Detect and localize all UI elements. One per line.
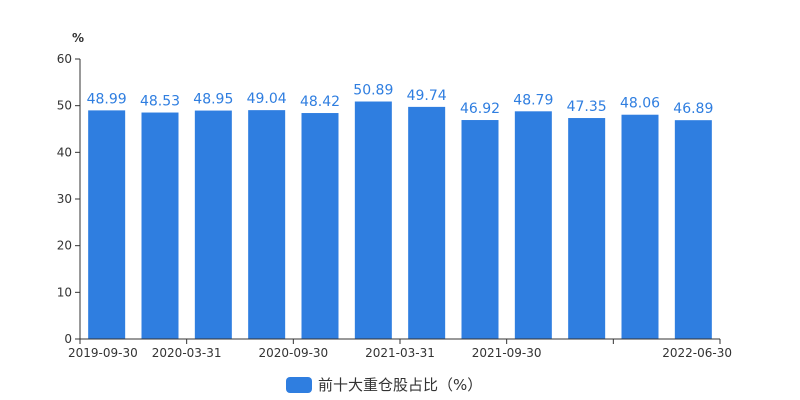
data-label: 48.06 [620,96,660,112]
data-label: 48.99 [87,91,127,107]
x-tick-label: 2021-03-31 [365,346,435,360]
y-tick-label: 40 [57,145,72,159]
x-tick-label: 2021-09-30 [472,346,542,360]
y-axis-unit-label: % [72,31,84,45]
y-tick-label: 20 [57,239,72,253]
bar [621,114,659,339]
bar [141,112,179,339]
data-label: 46.92 [460,101,500,117]
y-tick-label: 30 [57,192,72,206]
x-tick-label: 2022-06-30 [662,346,732,360]
data-label: 47.35 [567,99,607,115]
y-tick-label: 0 [64,332,72,346]
data-label: 48.42 [300,94,340,110]
bar [88,110,126,339]
x-tick-label: 2020-03-31 [152,346,222,360]
bar [301,113,339,339]
bar [408,106,446,339]
data-label: 48.95 [193,92,233,108]
data-label: 49.74 [407,88,447,104]
x-tick-label: 2020-09-30 [258,346,328,360]
bar [514,111,552,340]
y-tick-label: 10 [57,285,72,299]
bar [354,101,392,339]
bar [248,110,286,339]
data-label: 46.89 [673,101,713,117]
y-tick-label: 50 [57,99,72,113]
bar [194,110,232,339]
y-tick-label: 60 [57,52,72,66]
bar [461,120,499,339]
bar [568,118,606,340]
bar [674,120,712,340]
data-label: 50.89 [353,83,393,99]
data-label: 48.53 [140,94,180,110]
data-label: 48.79 [513,92,553,108]
legend-label: 前十大重仓股占比（%） [318,376,482,394]
legend-swatch [286,377,312,393]
x-tick-label: 2019-09-30 [68,346,138,360]
data-label: 49.04 [247,91,287,107]
